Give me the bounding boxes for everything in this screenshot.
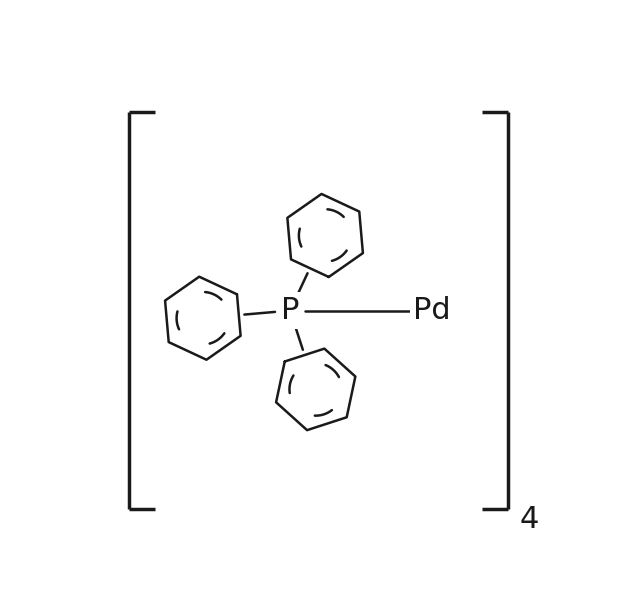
Text: Pd: Pd [413,296,451,325]
Text: 4: 4 [520,505,539,534]
Text: P: P [281,296,300,325]
